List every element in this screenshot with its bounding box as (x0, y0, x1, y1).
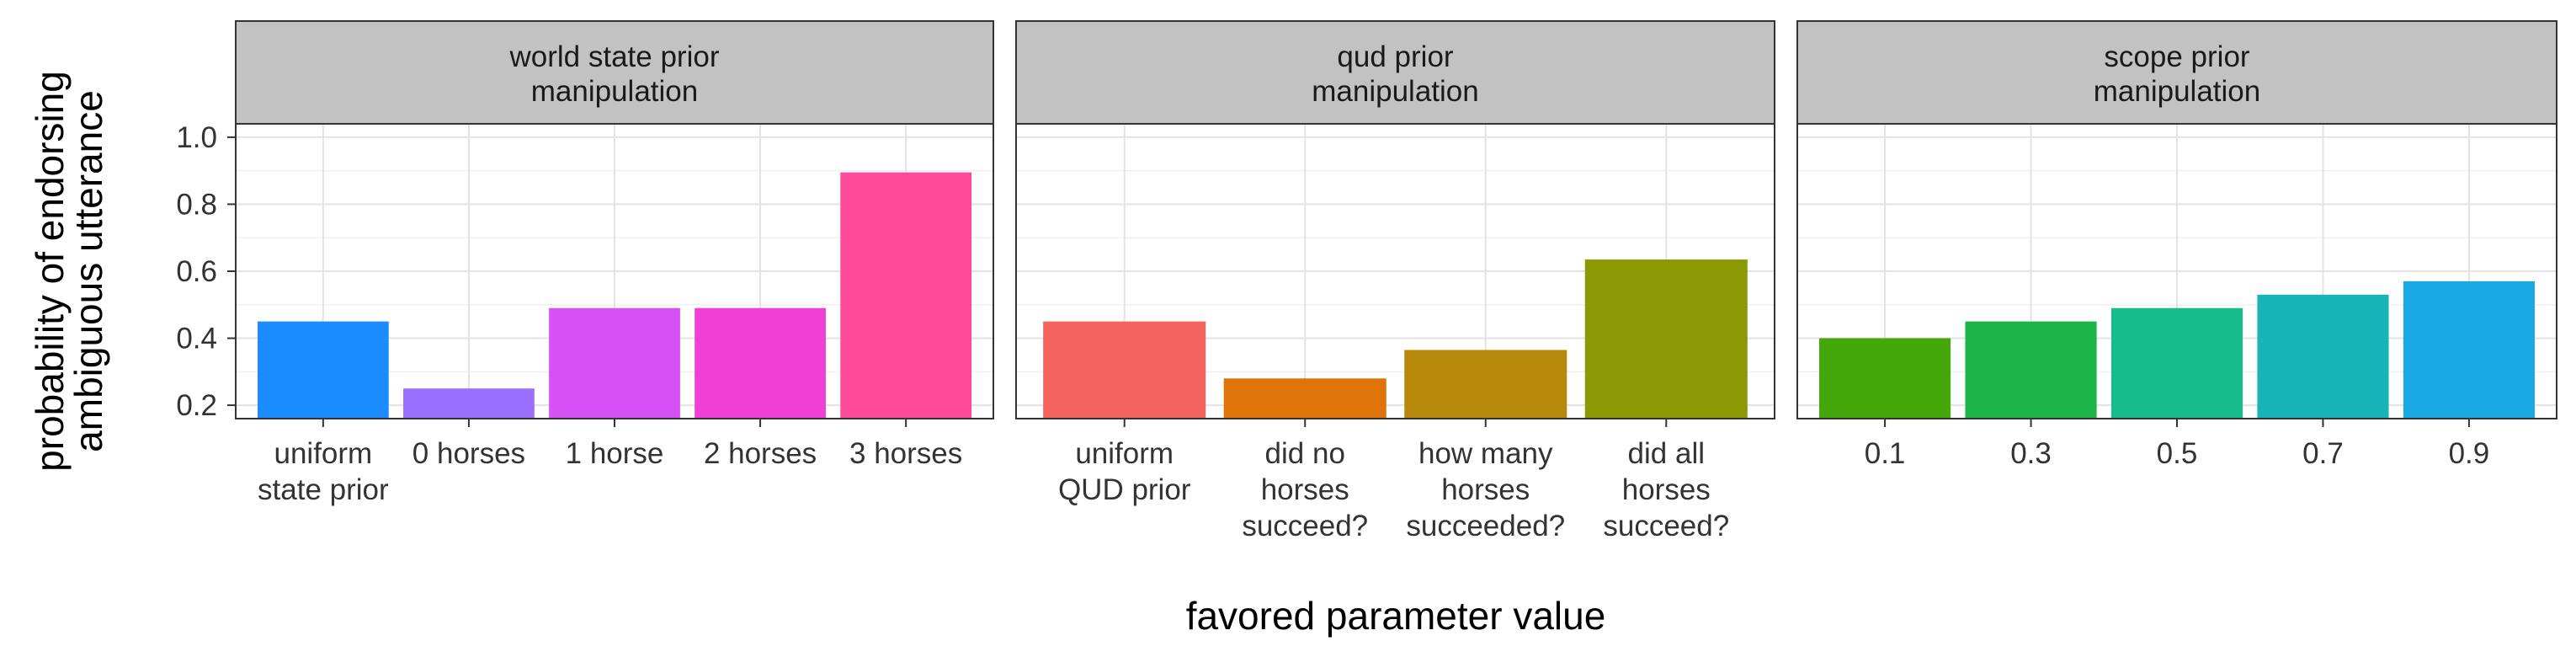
x-tick-label-line: 0 horses (412, 437, 525, 470)
facet-strip (235, 20, 994, 125)
bar-1-4 (695, 307, 826, 419)
x-tick-label: uniform state prior (258, 437, 389, 506)
bar-3-3 (2110, 307, 2243, 419)
y-tick-label: 0.6 (176, 255, 217, 288)
x-tick-label-line: horses (1261, 473, 1349, 506)
facet-strip-title-line: qud prior (1337, 40, 1453, 73)
bar-2-1 (1043, 321, 1206, 419)
bar-2-4 (1584, 259, 1748, 419)
facet-strip-title: qud prior manipulation (1312, 40, 1478, 108)
y-tick-label: 0.4 (176, 323, 217, 355)
facet-strip-title: world state prior manipulation (509, 40, 720, 108)
bar-2-3 (1404, 350, 1567, 419)
bar-2-2 (1223, 378, 1386, 419)
x-tick-label-line: did no (1265, 437, 1345, 470)
x-tick-label: 0.7 (2302, 437, 2344, 470)
y-axis-title-line: probability of endorsing (28, 71, 72, 472)
x-tick-label-line: did all (1628, 437, 1705, 470)
x-tick-label: did no horses succeed? (1242, 437, 1368, 542)
x-tick-label-line: 0.9 (2449, 437, 2490, 470)
x-axis-title: favored parameter value (1186, 594, 1606, 638)
x-tick-label: 0 horses (412, 437, 525, 470)
bar-3-5 (2403, 280, 2535, 419)
x-tick-label: 3 horses (849, 437, 962, 470)
facet-strip (1015, 20, 1775, 125)
facet-strip-title-line: manipulation (1312, 75, 1478, 108)
y-tick-label: 0.2 (176, 389, 217, 422)
x-tick-label: uniform QUD prior (1058, 437, 1191, 506)
x-tick-label-line: succeed? (1603, 510, 1729, 542)
x-tick-label-line: state prior (258, 473, 389, 506)
facet-strip-title-line: manipulation (531, 75, 698, 108)
x-tick-label: did all horses succeed? (1603, 437, 1729, 542)
x-tick-label-line: uniform (274, 437, 372, 470)
x-tick-label-line: horses (1441, 473, 1530, 506)
bar-1-5 (840, 172, 972, 419)
facet-strip-title-line: scope prior (2104, 40, 2249, 73)
x-tick-label-line: 0.5 (2157, 437, 2198, 470)
facet-strip-title: scope prior manipulation (2094, 40, 2260, 108)
bar-3-4 (2257, 294, 2389, 419)
x-tick-label-line: 1 horse (566, 437, 664, 470)
x-tick-label: 0.1 (1865, 437, 1906, 470)
x-tick-label-line: uniform (1075, 437, 1174, 470)
y-axis-title: probability of endorsingambiguous uttera… (28, 71, 110, 472)
bar-3-1 (1819, 338, 1951, 419)
x-tick-label: 2 horses (704, 437, 817, 470)
x-tick-label-line: succeed? (1242, 510, 1368, 542)
bar-1-2 (403, 388, 535, 419)
y-axis-title-line: ambiguous utterance (67, 90, 110, 452)
y-tick-label: 0.8 (176, 188, 217, 221)
x-tick-label-line: QUD prior (1058, 473, 1191, 506)
facet-strip-title-line: manipulation (2094, 75, 2260, 108)
x-tick-label-line: horses (1622, 473, 1711, 506)
x-tick-label-line: succeeded? (1406, 510, 1565, 542)
x-tick-label-line: 3 horses (849, 437, 962, 470)
x-tick-label-line: 2 horses (704, 437, 817, 470)
x-tick-label: 0.9 (2449, 437, 2490, 470)
facet-strip (1796, 20, 2557, 125)
x-tick-label-line: 0.1 (1865, 437, 1906, 470)
x-tick-label-line: 0.7 (2302, 437, 2344, 470)
y-tick-label: 1.0 (176, 121, 217, 154)
bar-1-3 (549, 307, 680, 419)
x-tick-label: 0.5 (2157, 437, 2198, 470)
bar-3-2 (1965, 321, 2097, 419)
x-tick-label: 1 horse (566, 437, 664, 470)
x-tick-label-line: how many (1418, 437, 1553, 470)
bar-1-1 (257, 321, 389, 419)
x-tick-label-line: 0.3 (2010, 437, 2052, 470)
x-tick-label: how many horses succeeded? (1406, 437, 1565, 542)
x-tick-label: 0.3 (2010, 437, 2052, 470)
facet-strip-title-line: world state prior (509, 40, 720, 73)
